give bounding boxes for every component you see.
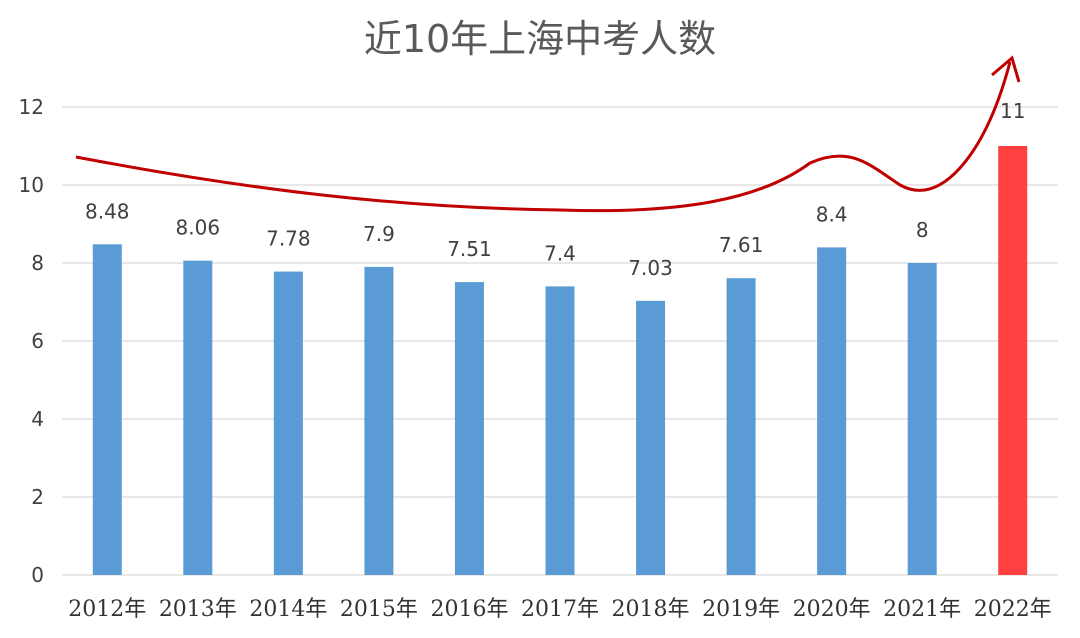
bar	[636, 300, 666, 575]
y-tick-label: 0	[31, 563, 44, 587]
y-tick-label: 8	[31, 251, 44, 275]
x-tick-label: 2016年	[430, 597, 508, 622]
y-tick-label: 12	[19, 95, 44, 119]
data-label: 7.61	[719, 233, 764, 257]
data-label: 7.03	[628, 256, 673, 280]
x-tick-label: 2014年	[249, 597, 327, 622]
bar	[454, 282, 484, 575]
data-label: 8.06	[176, 216, 221, 240]
bar	[92, 244, 122, 575]
x-tick-label: 2019年	[702, 597, 780, 622]
x-tick-label: 2017年	[521, 597, 599, 622]
chart-title: 近10年上海中考人数	[364, 17, 716, 61]
bar	[545, 286, 575, 575]
data-label: 8.48	[85, 199, 130, 223]
data-label: 7.78	[266, 227, 311, 251]
y-tick-label: 6	[31, 329, 44, 353]
data-label: 7.4	[544, 241, 576, 265]
x-tick-label: 2018年	[612, 597, 690, 622]
data-label: 8.4	[816, 202, 848, 226]
bar	[907, 263, 937, 575]
y-axis-ticks: 0 2 4 6 8 10 12	[19, 95, 44, 587]
bar	[183, 260, 213, 575]
y-tick-label: 4	[31, 407, 44, 431]
x-tick-label: 2012年	[68, 597, 146, 622]
x-tick-label: 2020年	[793, 597, 871, 622]
trend-arrow	[75, 61, 1012, 213]
data-label: 7.9	[363, 222, 395, 246]
x-tick-label: 2015年	[340, 597, 418, 622]
bar	[273, 271, 303, 575]
y-tick-label: 2	[31, 485, 44, 509]
data-label: 8	[916, 218, 929, 242]
data-label: 11	[1000, 99, 1025, 123]
arrow-head-icon	[991, 55, 1021, 83]
bar	[364, 266, 394, 575]
bar	[998, 146, 1028, 575]
x-tick-label: 2013年	[159, 597, 237, 622]
data-label: 7.51	[447, 237, 492, 261]
x-tick-label: 2021年	[883, 597, 961, 622]
bars	[92, 146, 1028, 575]
bar	[726, 278, 756, 575]
y-tick-label: 10	[19, 173, 44, 197]
x-axis-ticks: 2012年 2013年 2014年 2015年 2016年 2017年 2018年 2019年…	[68, 597, 1051, 622]
x-tick-label: 2022年	[974, 597, 1052, 622]
bar	[817, 247, 847, 575]
